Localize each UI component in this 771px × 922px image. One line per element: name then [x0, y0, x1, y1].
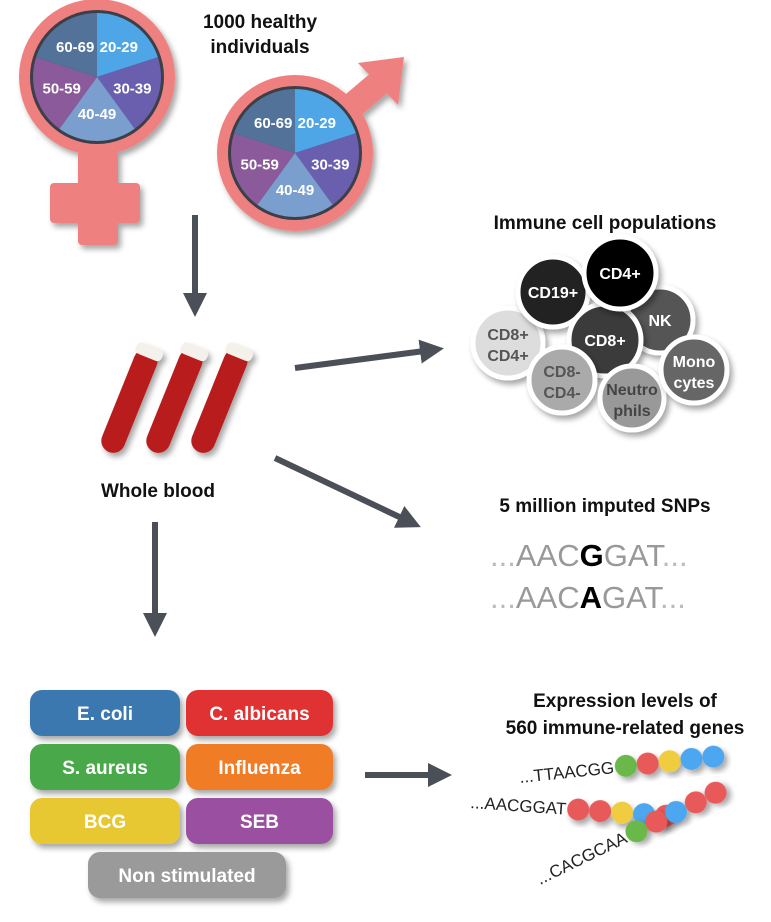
title-line-1: 1000 healthy [203, 12, 317, 33]
svg-text:CD8+: CD8+ [487, 327, 528, 344]
expression-dot [658, 750, 681, 773]
expression-dot [636, 752, 659, 775]
age-label: 60-69 [254, 115, 292, 132]
svg-text:cytes: cytes [674, 375, 715, 392]
expression-dot [614, 754, 637, 777]
svg-text:Neutro: Neutro [606, 382, 658, 399]
expression-dot [665, 800, 688, 823]
svg-text:E. coli: E. coli [77, 704, 133, 725]
svg-text:Mono: Mono [673, 354, 716, 371]
female-age-pie: 20-29 30-39 40-49 50-59 60-69 [30, 10, 164, 144]
snp-sequence-1: ...AACGGAT... [490, 538, 688, 573]
gene-string: ...TTAACGG [518, 745, 725, 787]
svg-text:phils: phils [613, 403, 650, 420]
stimulus-saureus: S. aureus [30, 744, 180, 790]
expression-dot [589, 800, 612, 823]
svg-text:Influenza: Influenza [218, 758, 301, 779]
gene-expression-strings: ...TTAACGG ...AACGGAT ...CACGCAA [470, 745, 727, 889]
svg-text:CD8+: CD8+ [584, 333, 625, 350]
svg-text:C. albicans: C. albicans [209, 704, 309, 725]
pie-slice-50-59 [32, 57, 97, 129]
age-label: 50-59 [43, 80, 81, 97]
gene-string: ...CACGCAA [533, 781, 727, 889]
pie-slice-20-29 [97, 13, 158, 77]
svg-text:CD8-: CD8- [543, 364, 580, 381]
cell-cd8cd4: CD8- CD4- [526, 344, 598, 416]
age-label: 50-59 [241, 156, 279, 173]
svg-text:Non stimulated: Non stimulated [118, 866, 255, 887]
arrow-to-cells [294, 339, 444, 371]
pie-slice-30-39 [97, 57, 162, 129]
blood-tubes-icon [101, 342, 253, 453]
expression-dot [684, 791, 707, 814]
immune-cells: CD8+ CD4+ CD19+ NK CD8+ CD4+ CD8- CD4- Neutro phi… [470, 234, 730, 433]
cell-cd19: CD19+ [515, 254, 591, 330]
svg-text:...CACGCAA: ...CACGCAA [533, 828, 630, 888]
expression-dot [704, 781, 727, 804]
stimulus-influenza: Influenza [186, 744, 333, 790]
age-label: 40-49 [78, 106, 116, 123]
svg-text:CD4+: CD4+ [487, 348, 528, 365]
pie-slice-20-29 [295, 89, 356, 153]
stimulus-ecoli: E. coli [30, 690, 180, 736]
svg-text:BCG: BCG [84, 812, 126, 833]
cell-neutrophils: Neutro phils [597, 363, 667, 433]
pie-slice-60-69 [234, 89, 295, 153]
expression-dot [567, 798, 590, 821]
cell-cd8cd4: CD8+ CD4+ [470, 305, 546, 381]
cell-cd4: CD4+ [581, 234, 659, 312]
expression-dot [645, 810, 668, 833]
stimulus-calbicans: C. albicans [186, 690, 333, 736]
age-label: 30-39 [113, 80, 151, 97]
arrow-to-snps [273, 455, 421, 528]
svg-text:...TTAACGG: ...TTAACGG [518, 758, 615, 787]
svg-text:CD19+: CD19+ [528, 285, 578, 302]
svg-text:...AACGGAT: ...AACGGAT [470, 793, 567, 819]
immune-title: Immune cell populations [494, 213, 717, 234]
snp-sequence-2: ...AACAGAT... [490, 580, 686, 615]
expression-dot [611, 801, 634, 824]
svg-text:SEB: SEB [240, 812, 279, 833]
age-label: 30-39 [311, 156, 349, 173]
pie-slice-30-39 [295, 133, 359, 205]
age-label: 40-49 [276, 182, 314, 199]
svg-text:CD4-: CD4- [543, 385, 580, 402]
stimulus-nonstimulated: Non stimulated [88, 852, 286, 898]
stimuli-grid: E. coli C. albicans S. aureus Influenza BCG S… [30, 690, 333, 898]
age-label: 20-29 [100, 39, 138, 56]
pie-slice-50-59 [231, 133, 295, 205]
stimulus-seb: SEB [186, 798, 333, 844]
title-line-2: individuals [210, 37, 309, 58]
snps-title: 5 million imputed SNPs [499, 496, 710, 517]
expression-dot [625, 820, 648, 843]
age-label: 60-69 [56, 39, 94, 56]
expression-dot [680, 747, 703, 770]
cell-monocytes: Mono cytes [658, 334, 730, 406]
expression-title-1: Expression levels of [533, 691, 717, 712]
svg-text:S. aureus: S. aureus [62, 758, 148, 779]
pie-slice-40-49 [257, 153, 333, 218]
pie-slice-60-69 [36, 13, 97, 77]
age-label: 20-29 [298, 115, 336, 132]
pie-slice-40-49 [59, 77, 135, 141]
stimulus-bcg: BCG [30, 798, 180, 844]
svg-text:CD4+: CD4+ [599, 266, 640, 283]
male-age-pie: 20-29 30-39 40-49 50-59 60-69 [228, 86, 362, 220]
svg-text:NK: NK [648, 313, 672, 330]
expression-title-2: 560 immune-related genes [506, 718, 745, 739]
expression-dot [702, 745, 725, 768]
whole-blood-label: Whole blood [101, 481, 215, 502]
